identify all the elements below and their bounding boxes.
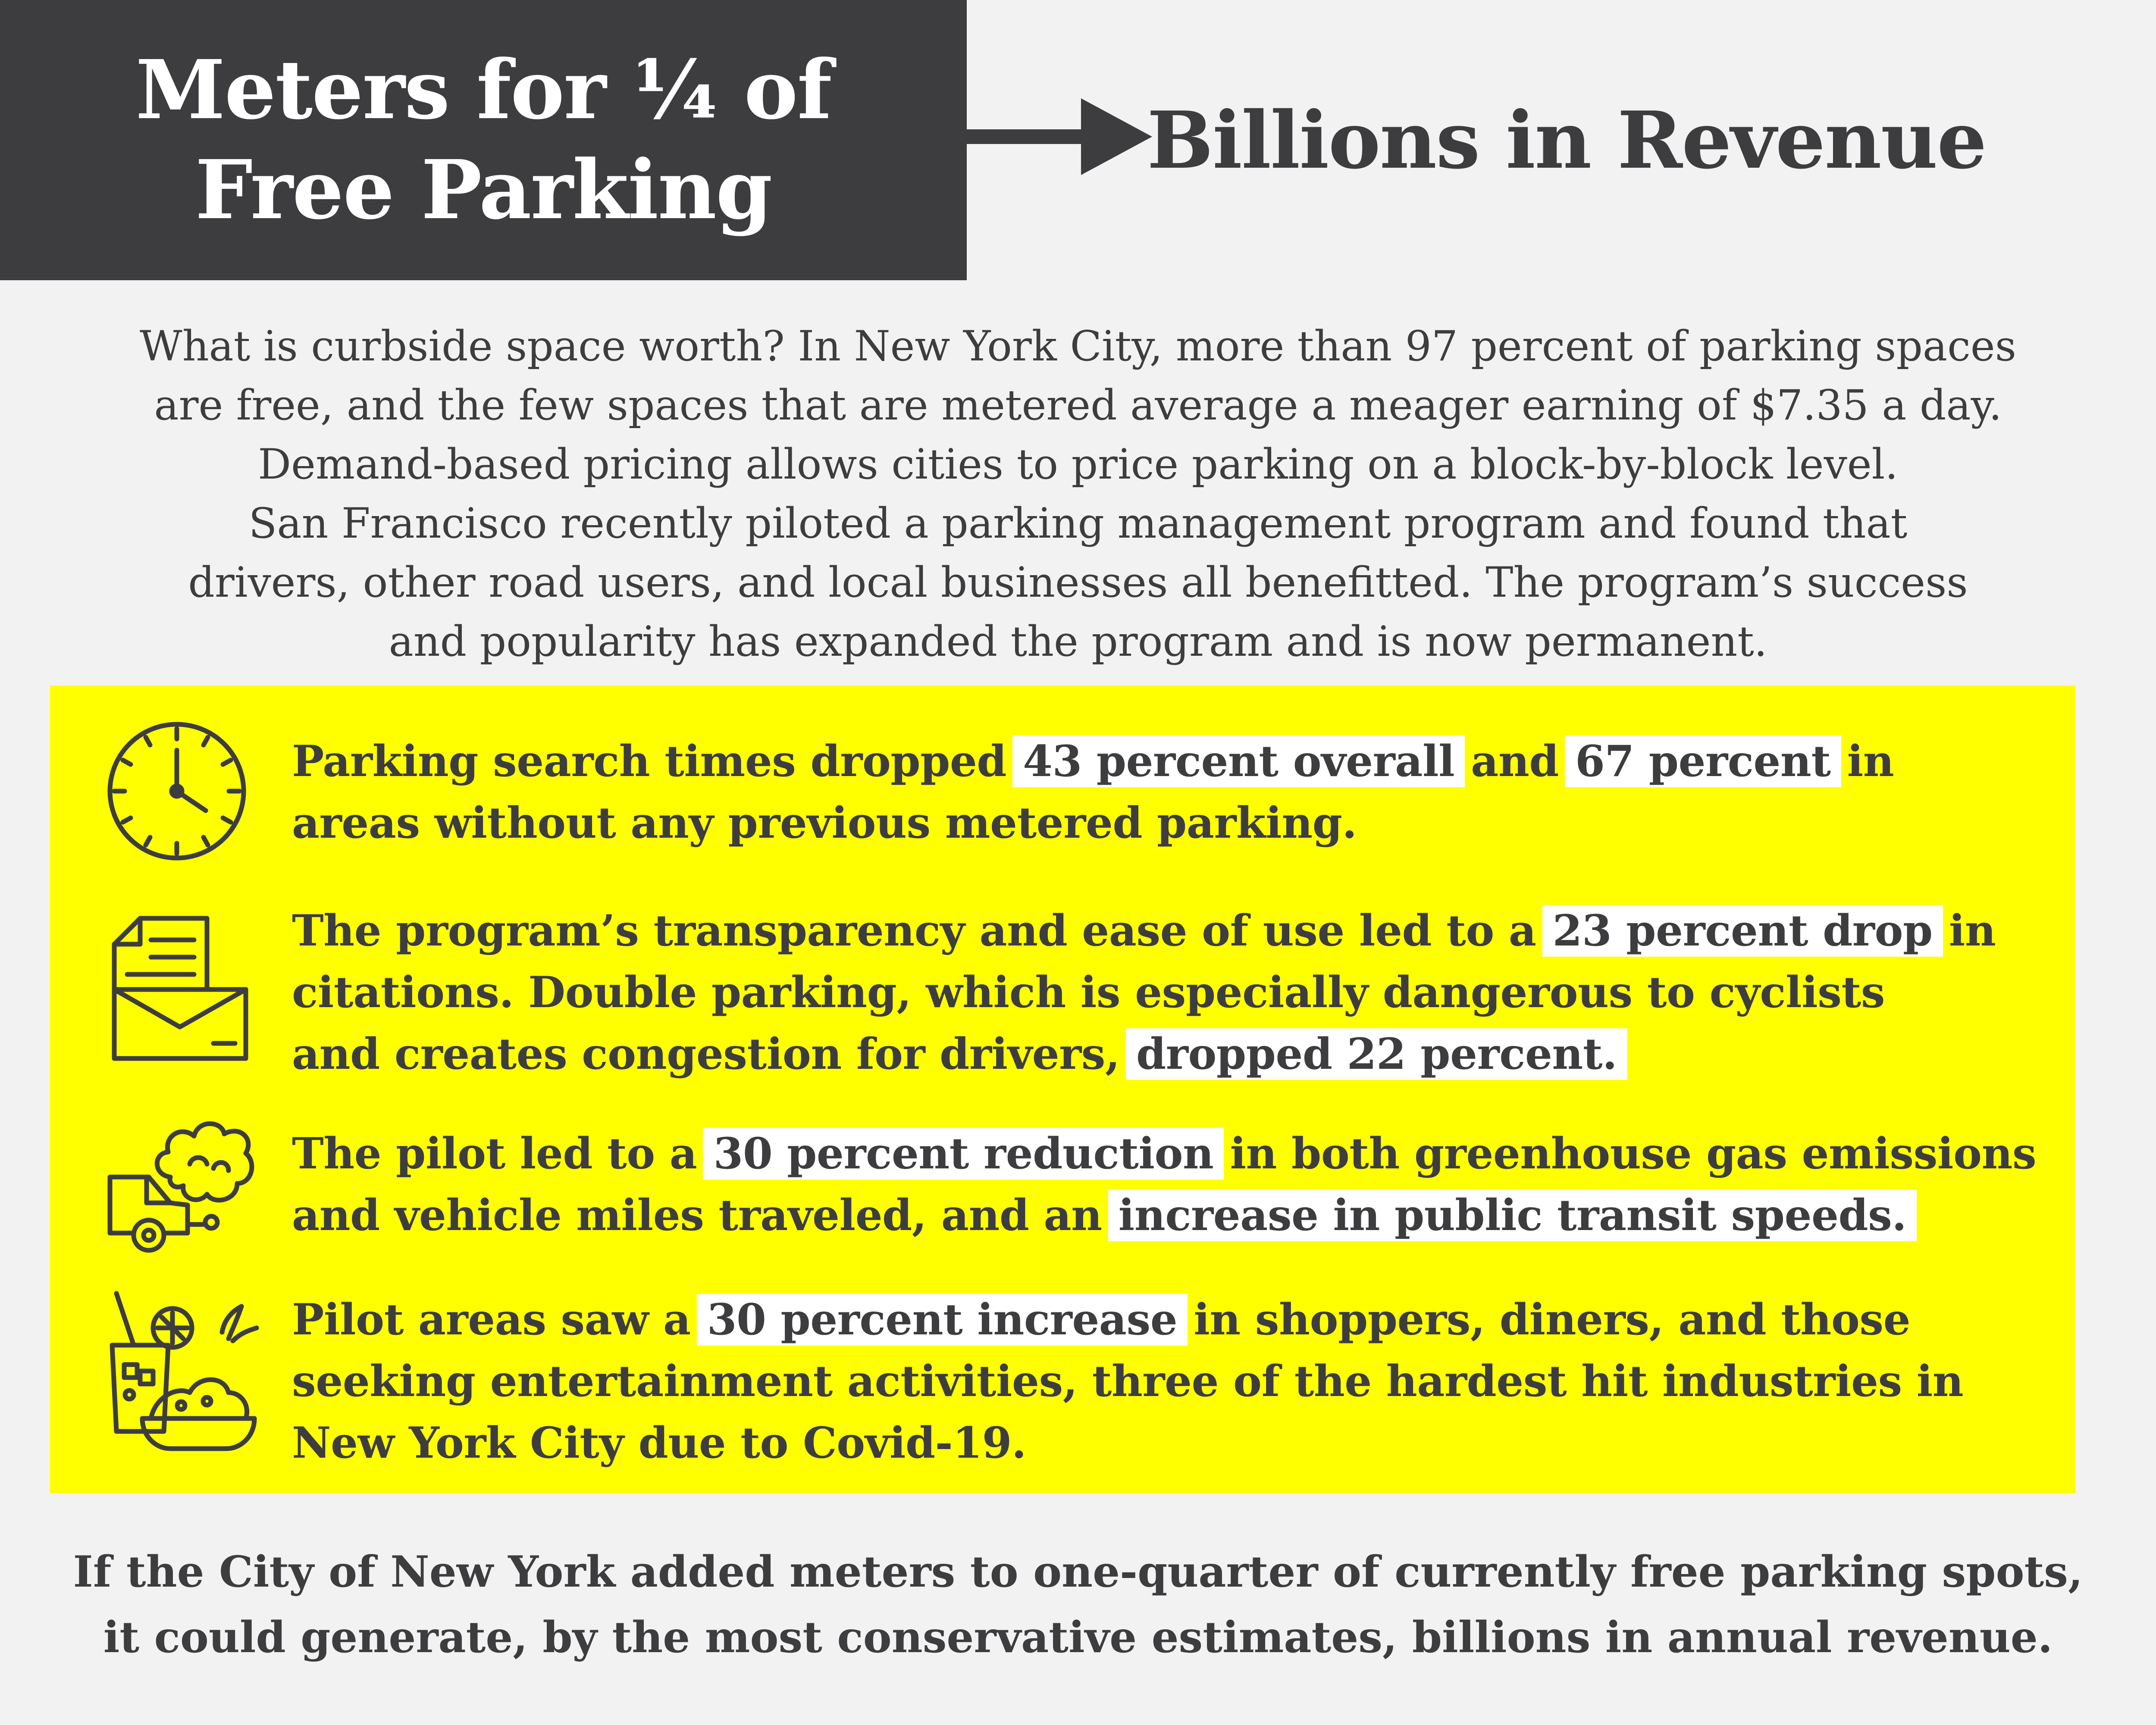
highlight-30-percent-increase: 30 percent increase [696, 1294, 1188, 1346]
conclusion: If the City of New York added meters to … [43, 1539, 2113, 1670]
result-heading: Billions in Revenue [1147, 94, 1987, 186]
conclusion-line: it could generate, by the most conservat… [103, 1612, 2053, 1662]
finding-citations: The program’s transparency and ease of u… [292, 905, 1996, 1080]
car-exhaust-icon [106, 1112, 257, 1255]
finding-emissions: The pilot led to a 30 percent reduction in… [292, 1128, 2037, 1241]
finding-search-times: Parking search times dropped 43 percent o… [292, 736, 1894, 848]
intro-paragraph: What is curbside space worth? In New Yor… [65, 317, 2091, 671]
highlight-43-percent: 43 percent overall [1012, 736, 1465, 787]
conclusion-line: If the City of New York added meters to … [73, 1547, 2083, 1597]
title-line-1: Meters for ¼ of [135, 42, 832, 138]
documents-icon [110, 914, 248, 1061]
highlight-30-percent-reduction: 30 percent reduction [703, 1128, 1224, 1180]
highlight-22-percent: dropped 22 percent. [1125, 1028, 1628, 1080]
title-box: Meters for ¼ of Free Parking [0, 0, 967, 280]
clock-icon [106, 720, 248, 862]
intro-line: and popularity has expanded the program … [389, 617, 1767, 666]
food-drink-icon [103, 1289, 259, 1453]
intro-line: San Francisco recently piloted a parking… [248, 499, 1908, 548]
highlight-23-percent: 23 percent drop [1542, 905, 1943, 957]
title-line-2: Free Parking [195, 142, 773, 238]
intro-line: drivers, other road users, and local bus… [188, 558, 1968, 607]
finding-business: Pilot areas saw a 30 percent increase in s… [292, 1294, 1964, 1468]
findings-panel [50, 686, 2075, 1493]
intro-line: Demand-based pricing allows cities to pr… [258, 440, 1898, 488]
intro-line: are free, and the few spaces that are me… [154, 381, 2002, 429]
intro-line: What is curbside space worth? In New Yor… [140, 322, 2016, 370]
arrow-right-icon [967, 98, 1152, 175]
highlight-67-percent: 67 percent [1565, 736, 1841, 787]
highlight-transit-speeds: increase in public transit speeds. [1108, 1190, 1917, 1241]
